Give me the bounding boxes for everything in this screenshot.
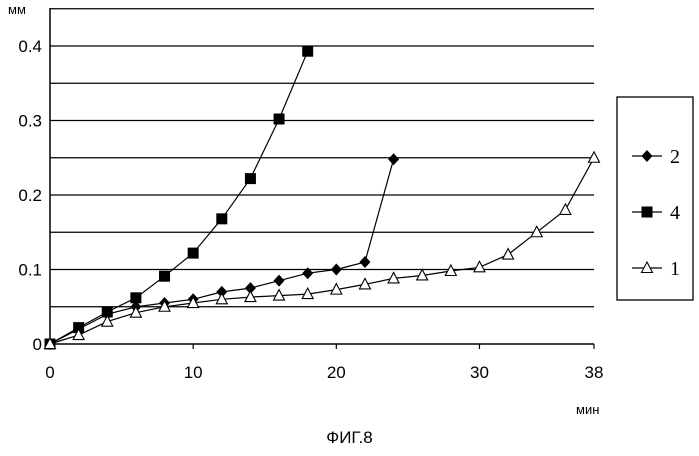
- data-point-square: [245, 173, 256, 184]
- figure-caption: ФИГ.8: [0, 428, 699, 448]
- x-axis-label: мин: [576, 402, 599, 417]
- data-point-square: [188, 248, 199, 259]
- y-tick-label: 0.4: [18, 37, 42, 56]
- data-point-square: [642, 207, 653, 218]
- legend-box: [617, 97, 693, 300]
- x-tick-labels: 0 10 20 30 38: [45, 363, 603, 382]
- grid-lines: [50, 9, 594, 307]
- data-point-square: [130, 292, 141, 303]
- x-tick-label: 20: [327, 363, 346, 382]
- data-point-square: [216, 213, 227, 224]
- series-2: [45, 153, 400, 350]
- legend-label: 2: [670, 146, 680, 168]
- data-point-diamond: [274, 275, 285, 287]
- x-tick-label: 30: [470, 363, 489, 382]
- data-point-diamond: [359, 256, 370, 268]
- data-point-square: [274, 114, 285, 125]
- y-tick-label: 0.1: [18, 261, 42, 280]
- legend: 2 4 1: [617, 97, 693, 300]
- x-tick-label: 10: [184, 363, 203, 382]
- series-4: [45, 46, 314, 350]
- series-line: [50, 159, 394, 344]
- series-1: [45, 152, 600, 349]
- y-tick-label: 0: [33, 335, 42, 354]
- series-line: [50, 51, 308, 344]
- series-group: [45, 46, 600, 350]
- data-point-square: [159, 271, 170, 282]
- data-point-triangle: [589, 152, 600, 163]
- y-axis-label: мм: [8, 2, 26, 17]
- data-point-triangle: [503, 249, 514, 260]
- data-point-diamond: [388, 153, 399, 165]
- data-point-triangle: [531, 226, 542, 237]
- data-point-diamond: [331, 264, 342, 276]
- x-tick-label: 38: [585, 363, 604, 382]
- x-tick-label: 0: [45, 363, 54, 382]
- legend-label: 4: [670, 202, 680, 224]
- legend-label: 1: [670, 258, 680, 280]
- data-point-square: [302, 46, 313, 57]
- data-point-triangle: [474, 261, 485, 272]
- y-tick-label: 0.2: [18, 186, 42, 205]
- y-tick-label: 0.3: [18, 112, 42, 131]
- data-point-triangle: [560, 204, 571, 215]
- y-tick-labels: 0 0.1 0.2 0.3 0.4: [18, 37, 42, 354]
